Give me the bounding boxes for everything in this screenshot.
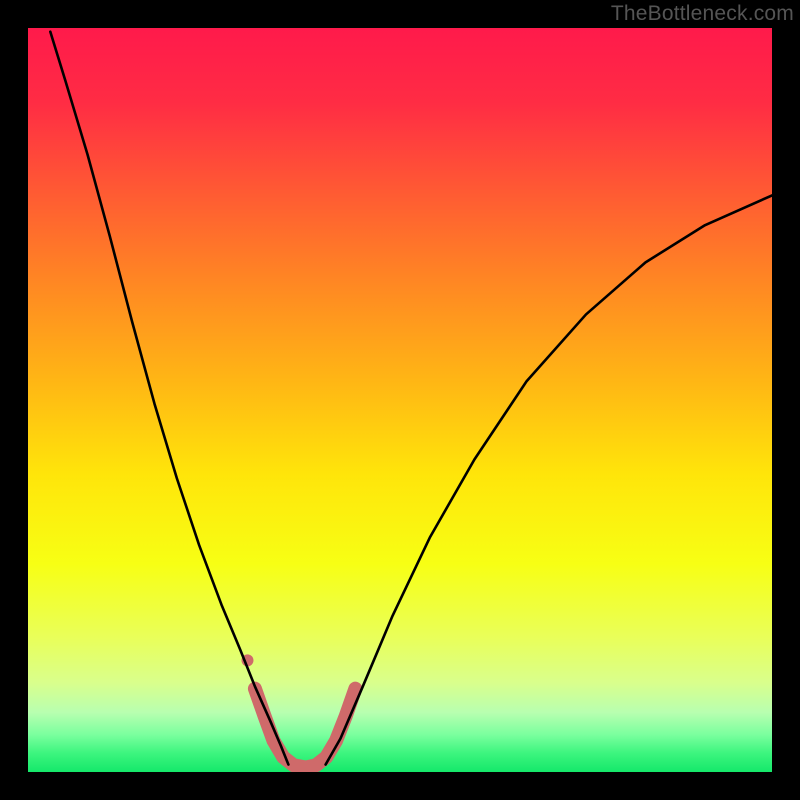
watermark-text: TheBottleneck.com <box>611 2 794 26</box>
bottleneck-chart <box>28 28 772 772</box>
gradient-background <box>28 28 772 772</box>
chart-frame: TheBottleneck.com <box>0 0 800 800</box>
plot-area <box>28 28 772 772</box>
